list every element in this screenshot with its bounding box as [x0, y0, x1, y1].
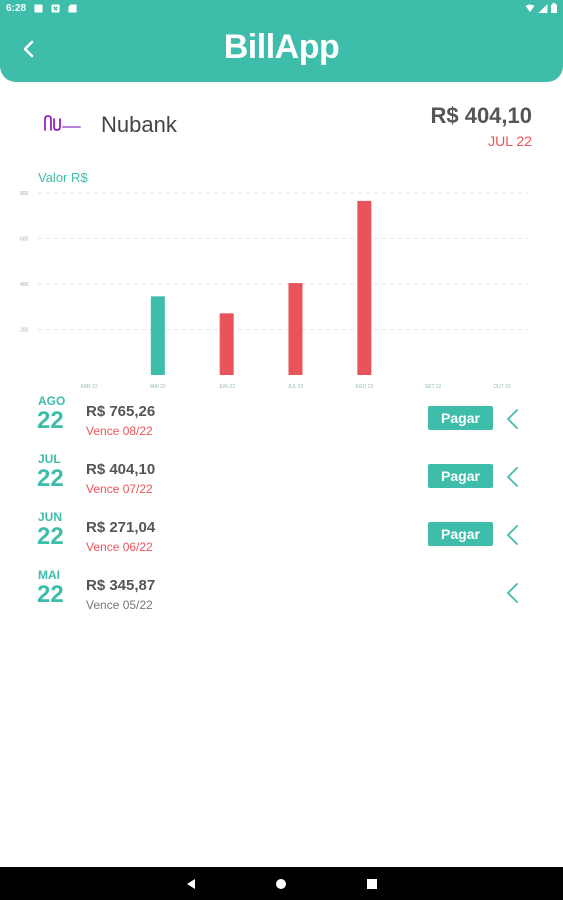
bar-ago-22 — [357, 200, 372, 375]
bill-month: JUL — [38, 452, 61, 466]
y-tick-label: 800 — [20, 191, 29, 197]
bill-due-date: Vence 08/22 — [86, 424, 153, 438]
bill-year: 22 — [37, 465, 64, 492]
bill-year: 22 — [37, 581, 64, 608]
bill-row[interactable]: MAI 22 R$ 345,87 Vence 05/22 — [0, 568, 563, 624]
status-bar: 6:28 — [0, 0, 563, 18]
bill-amount: R$ 345,87 — [86, 577, 156, 594]
status-time: 6:28 — [6, 3, 27, 14]
x-tick-label: JUN 22 — [218, 384, 235, 390]
bill-row[interactable]: JUN 22 R$ 271,04 Vence 06/22 Pagar — [0, 510, 563, 566]
pay-button[interactable]: Pagar — [428, 406, 493, 430]
nubank-logo-icon — [44, 115, 81, 131]
nav-recents-icon[interactable] — [366, 878, 378, 890]
x-tick-label: OUT 22 — [493, 384, 511, 390]
battery-icon — [551, 3, 557, 13]
bar-jul-22 — [288, 283, 303, 375]
sd-card-icon — [68, 4, 77, 13]
current-bill-total: R$ 404,10 — [430, 103, 532, 128]
app-logo: BillApp — [223, 28, 340, 66]
chart-title: Valor R$ — [38, 170, 88, 185]
pay-button[interactable]: Pagar — [428, 522, 493, 546]
navigation-bar — [0, 867, 563, 900]
wifi-icon — [525, 4, 535, 13]
close-box-icon — [51, 4, 60, 13]
x-tick-label: SET 22 — [425, 384, 442, 390]
nav-home-icon[interactable] — [275, 878, 287, 890]
card-name: Nubank — [101, 112, 177, 137]
chevron-left-icon[interactable] — [503, 408, 521, 430]
pay-button[interactable]: Pagar — [428, 464, 493, 488]
bill-row[interactable]: JUL 22 R$ 404,10 Vence 07/22 Pagar — [0, 452, 563, 508]
signal-icon — [538, 4, 548, 13]
y-tick-label: 600 — [20, 237, 29, 243]
bill-month: JUN — [38, 510, 63, 524]
bill-month: MAI — [38, 568, 60, 582]
app-header: BillApp — [0, 18, 563, 82]
bill-month: AGO — [38, 394, 66, 408]
bill-row[interactable]: AGO 22 R$ 765,26 Vence 08/22 Pagar — [0, 394, 563, 450]
bill-history-chart: 200 400 600 800 ABR 22 MAI 22 JUN 22 JUL 22 AGO … — [20, 191, 528, 390]
chevron-left-icon[interactable] — [503, 582, 521, 604]
current-bill-month: JUL 22 — [488, 133, 532, 149]
back-arrow-icon[interactable] — [18, 38, 40, 60]
chevron-left-icon[interactable] — [503, 524, 521, 546]
bill-amount: R$ 271,04 — [86, 519, 156, 536]
bill-amount: R$ 404,10 — [86, 461, 156, 478]
bill-year: 22 — [37, 407, 64, 434]
bar-jun-22 — [219, 313, 234, 375]
bill-due-date: Vence 06/22 — [86, 540, 153, 554]
notification-icon — [34, 4, 43, 13]
chevron-left-icon[interactable] — [503, 466, 521, 488]
bar-mai-22 — [150, 296, 165, 375]
x-tick-label: AGO 22 — [355, 384, 373, 390]
nav-back-icon[interactable] — [185, 878, 197, 890]
bill-year: 22 — [37, 523, 64, 550]
bill-due-date: Vence 07/22 — [86, 482, 153, 496]
x-tick-label: JUL 22 — [288, 384, 304, 390]
x-tick-label: MAI 22 — [150, 384, 166, 390]
y-tick-label: 200 — [20, 328, 29, 334]
bill-amount: R$ 765,26 — [86, 403, 156, 420]
x-tick-label: ABR 22 — [80, 384, 97, 390]
bill-due-date: Vence 05/22 — [86, 598, 153, 612]
y-tick-label: 400 — [20, 282, 29, 288]
